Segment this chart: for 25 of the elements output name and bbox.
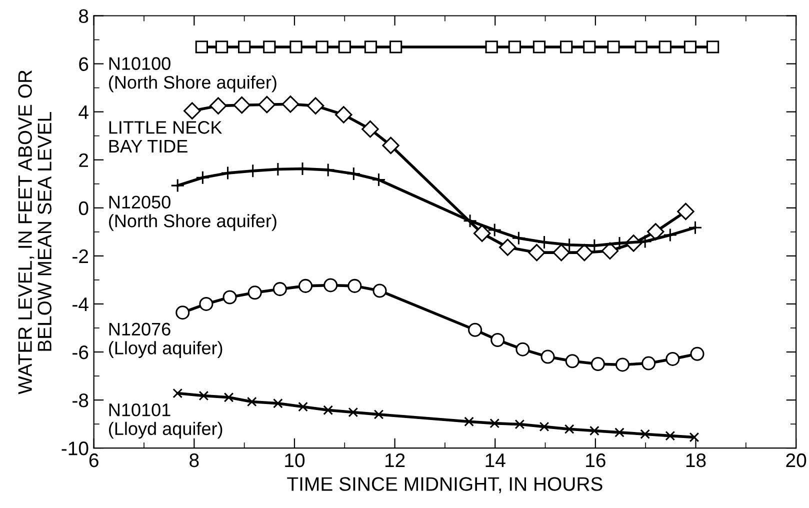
x-tick-label: 12 (385, 453, 405, 468)
y-tick-label: -8 (72, 393, 88, 408)
y-tick-label: 0 (78, 201, 88, 216)
y-tick-label: 4 (78, 105, 88, 119)
x-axis-title: TIME SINCE MIDNIGHT, IN HOURS (287, 477, 602, 494)
x-tick-label: 14 (486, 454, 506, 468)
y-tick-label: -10 (62, 442, 88, 456)
legend-label: N10100 (North Shore aquifer) (109, 57, 276, 92)
x-tick-label: 20 (786, 453, 806, 468)
y-tick-label: -2 (72, 249, 88, 263)
legend-label: N12050 (North Shore aquifer) (109, 196, 276, 231)
x-tick-label: 10 (285, 453, 305, 468)
y-tick-label: -4 (72, 298, 88, 311)
y-tick-label: 6 (79, 57, 88, 72)
x-tick-label: 18 (686, 453, 706, 468)
legend-label: N12076 (Lloyd aquifer) (109, 322, 222, 358)
y-tick-label: 8 (79, 9, 88, 23)
y-tick-label: -6 (72, 345, 88, 360)
x-tick-label: 6 (89, 453, 98, 468)
legend-label: N10101 (Lloyd aquifer) (109, 403, 222, 439)
x-tick-label: 16 (586, 453, 606, 468)
legend-label: LITTLE NECK BAY TIDE (109, 121, 222, 152)
x-tick-label: 8 (190, 453, 199, 468)
y-tick-label: 2 (79, 153, 88, 167)
y-axis-title: WATER LEVEL, IN FEET ABOVE OR BELOW MEAN SEA LEVEL (18, 70, 52, 394)
